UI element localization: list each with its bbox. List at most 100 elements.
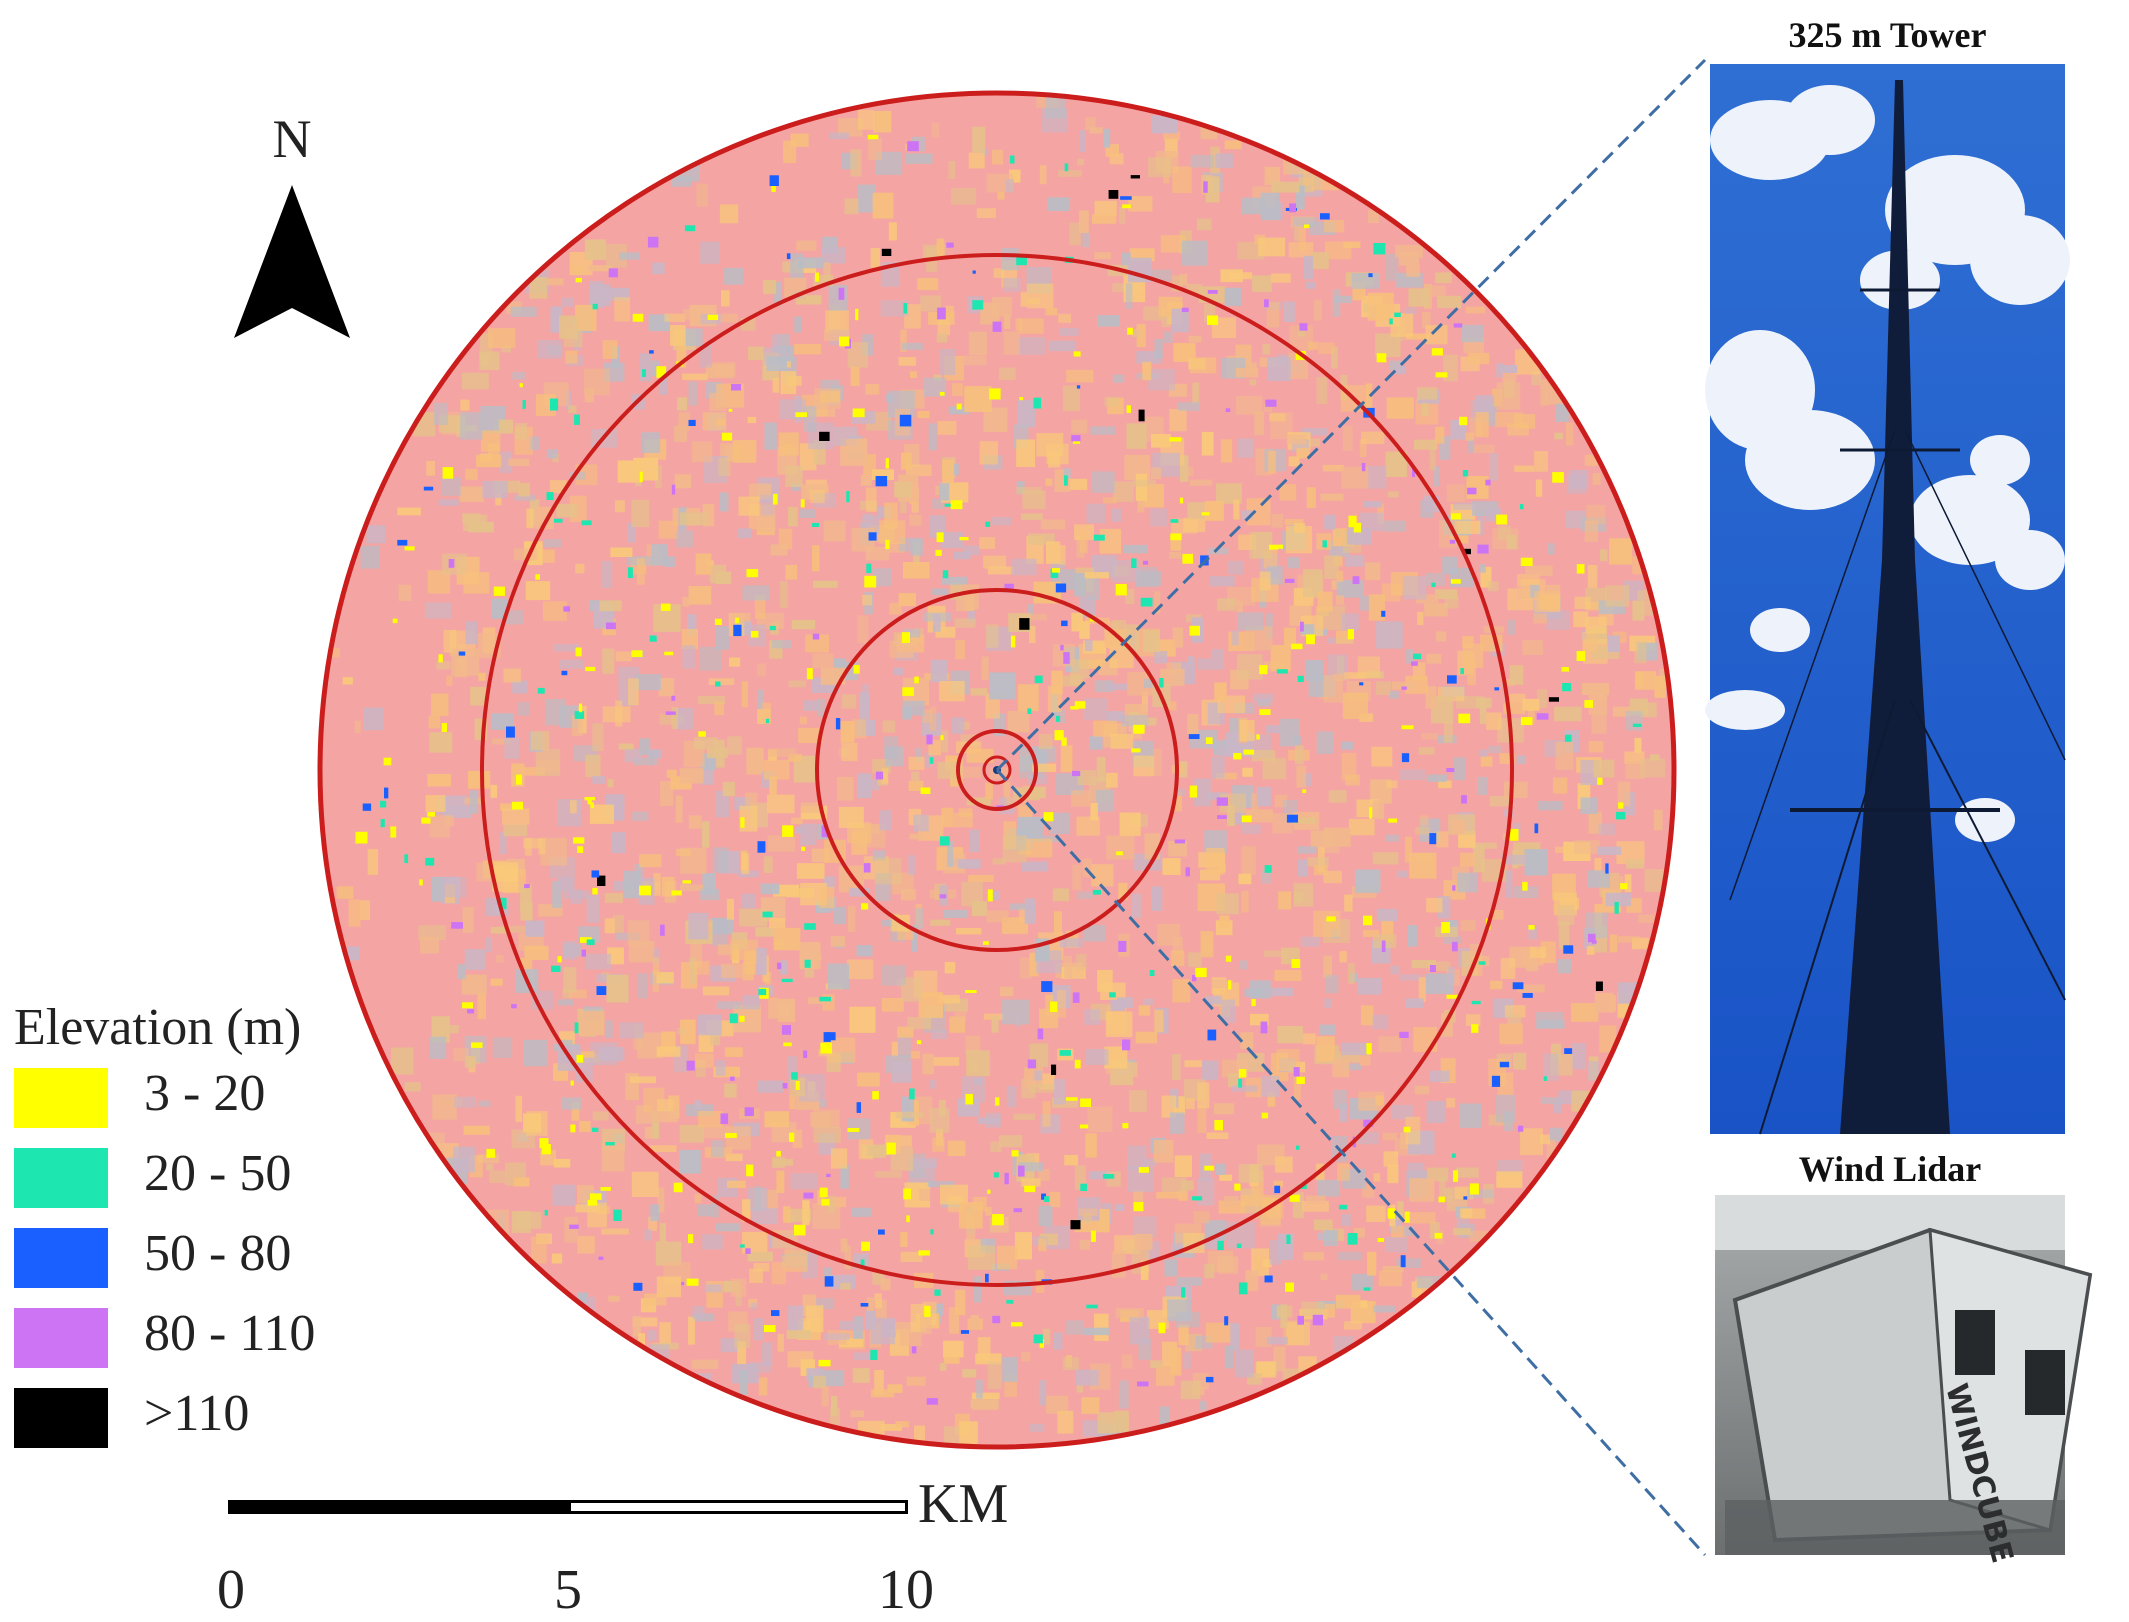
urban-texture-patch (953, 551, 971, 560)
urban-texture-patch (1405, 1116, 1421, 1145)
urban-texture-patch (936, 333, 948, 343)
urban-texture-patch (758, 1377, 768, 1396)
urban-texture-patch (895, 1421, 909, 1428)
urban-texture-patch (943, 1426, 960, 1446)
urban-texture-patch (664, 556, 675, 568)
urban-texture-patch (1546, 1139, 1556, 1162)
building-patch (1312, 1314, 1323, 1326)
building-patch (1217, 1240, 1224, 1251)
building-patch (1261, 1112, 1269, 1119)
urban-texture-patch (605, 1020, 613, 1039)
building-patch (1181, 1287, 1186, 1298)
legend-label: 3 - 20 (144, 1065, 266, 1122)
urban-texture-patch (538, 838, 546, 855)
urban-texture-patch (1358, 977, 1382, 995)
urban-texture-patch (1154, 651, 1168, 664)
tower-photo-title: 325 m Tower (1788, 15, 1987, 55)
urban-texture-patch (906, 1376, 926, 1386)
urban-texture-patch (1219, 915, 1230, 928)
building-patch (1496, 514, 1508, 525)
urban-texture-patch (933, 613, 941, 632)
urban-texture-patch (1331, 580, 1342, 590)
urban-texture-patch (1262, 758, 1287, 780)
urban-texture-patch (827, 1037, 856, 1063)
urban-texture-patch (1140, 1260, 1149, 1281)
building-patch (592, 887, 598, 895)
urban-texture-patch (913, 814, 929, 832)
urban-texture-patch (1344, 555, 1365, 567)
urban-texture-patch (1443, 935, 1461, 944)
building-patch (600, 1187, 611, 1191)
ring-large (480, 253, 1514, 1287)
urban-texture-patch (828, 963, 849, 990)
urban-texture-patch (1103, 128, 1111, 148)
urban-texture-patch (1214, 682, 1227, 701)
urban-texture-patch (1156, 1192, 1180, 1199)
urban-texture-patch (1409, 1212, 1436, 1224)
urban-texture-patch (824, 1333, 850, 1340)
urban-texture-patch (501, 346, 511, 353)
urban-texture-patch (1268, 987, 1294, 997)
urban-texture-patch (1040, 519, 1066, 530)
urban-texture-patch (670, 325, 686, 346)
building-patch (965, 990, 977, 993)
building-patch (1138, 409, 1145, 422)
building-patch (633, 1282, 643, 1291)
urban-texture-patch (1489, 795, 1514, 807)
building-patch (574, 1022, 579, 1034)
urban-texture-patch (429, 732, 453, 753)
building-patch (1080, 1098, 1091, 1107)
building-patch (550, 398, 559, 411)
urban-texture-patch (464, 949, 485, 970)
urban-texture-patch (858, 1420, 885, 1435)
building-patch (539, 1138, 549, 1149)
urban-texture-patch (712, 918, 729, 946)
building-patch (608, 268, 618, 278)
urban-texture-patch (959, 1421, 978, 1447)
building-patch (1446, 768, 1455, 773)
urban-texture-patch (760, 494, 775, 518)
urban-texture-patch (891, 1041, 898, 1058)
urban-texture-patch (1198, 658, 1225, 670)
urban-texture-patch (1386, 253, 1399, 281)
urban-texture-patch (664, 313, 686, 322)
urban-texture-patch (590, 1042, 618, 1066)
building-patch (939, 836, 950, 846)
building-patch (728, 408, 733, 412)
building-patch (515, 774, 522, 785)
urban-texture-patch (336, 886, 354, 899)
building-patch (649, 350, 654, 354)
building-patch (804, 923, 816, 930)
urban-texture-patch (907, 1017, 932, 1030)
urban-texture-patch (1357, 656, 1380, 679)
urban-texture-patch (848, 905, 856, 932)
urban-texture-patch (1302, 1033, 1316, 1045)
urban-texture-patch (1092, 471, 1115, 493)
urban-texture-patch (724, 1047, 743, 1057)
urban-texture-patch (1446, 484, 1465, 502)
urban-texture-patch (1322, 464, 1344, 472)
urban-texture-patch (1599, 1025, 1617, 1053)
building-patch (1133, 1202, 1144, 1212)
urban-texture-patch (1337, 1163, 1350, 1181)
urban-texture-patch (487, 328, 516, 349)
urban-texture-patch (1077, 891, 1093, 899)
urban-texture-patch (482, 481, 508, 499)
urban-texture-patch (1296, 765, 1307, 788)
urban-texture-patch (1313, 910, 1341, 937)
building-patch (1536, 713, 1549, 720)
urban-texture-patch (1499, 753, 1515, 764)
urban-texture-patch (997, 192, 1005, 200)
urban-texture-patch (1205, 176, 1220, 203)
urban-texture-patch (1557, 905, 1575, 925)
urban-texture-patch (1160, 668, 1185, 686)
building-patch (438, 654, 443, 663)
building-patch (1274, 1185, 1281, 1194)
urban-texture-patch (969, 829, 980, 852)
urban-texture-patch (1264, 166, 1281, 186)
urban-texture-patch (882, 720, 896, 733)
urban-texture-patch (1387, 491, 1399, 498)
urban-texture-patch (454, 1096, 476, 1108)
urban-texture-patch (1339, 951, 1347, 963)
urban-texture-patch (1400, 769, 1426, 780)
